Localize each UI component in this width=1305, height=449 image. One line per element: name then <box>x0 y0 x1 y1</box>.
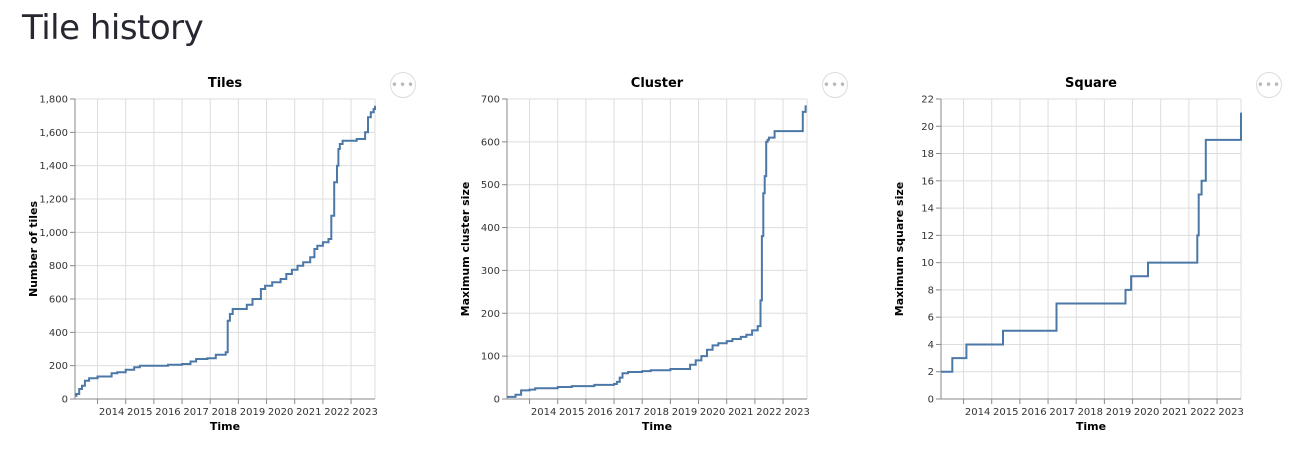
y-tick-label: 700 <box>481 95 500 106</box>
chart-title: Square <box>1065 76 1117 91</box>
y-tick-label: 16 <box>921 176 934 187</box>
chart-cluster-svg: 0 100 200 300 400 500 600 700 2014 2015 2016 2017 20… <box>459 76 810 433</box>
y-tick-label: 600 <box>481 137 500 148</box>
x-tick-label: 2014 <box>965 407 990 418</box>
y-tick-label: 22 <box>921 95 934 106</box>
x-tick-label: 2019 <box>1106 407 1131 418</box>
x-tick-label: 2022 <box>756 407 781 418</box>
x-tick-label: 2019 <box>672 407 697 418</box>
x-tick-label: 2020 <box>268 407 293 418</box>
x-tick-label: 2018 <box>1078 407 1103 418</box>
y-tick-label: 1,400 <box>39 161 68 172</box>
x-tick-label: 2023 <box>1218 407 1243 418</box>
y-tick-label: 12 <box>921 231 934 242</box>
x-tick-label: 2023 <box>784 407 809 418</box>
y-tick-label: 10 <box>921 258 934 269</box>
y-tick-label: 18 <box>921 149 934 160</box>
chart-square-menu-button[interactable]: ••• <box>1256 72 1282 98</box>
chart-title: Cluster <box>631 76 684 91</box>
chart-cluster: 0 100 200 300 400 500 600 700 2014 2015 2016 2017 20… <box>432 60 852 445</box>
x-tick-label: 2015 <box>127 407 152 418</box>
y-axis-title: Maximum cluster size <box>459 182 472 317</box>
x-tick-label: 2021 <box>728 407 753 418</box>
x-axis-title: Time <box>1076 420 1106 433</box>
series-line <box>75 105 376 397</box>
y-tick-label: 500 <box>481 180 500 191</box>
page-title: Tile history <box>22 8 204 48</box>
y-tick-label: 0 <box>62 395 68 406</box>
x-tick-label: 2018 <box>212 407 237 418</box>
ellipsis-icon: ••• <box>390 78 416 92</box>
y-tick-label: 6 <box>928 313 934 324</box>
x-tick-label: 2021 <box>1162 407 1187 418</box>
series-line <box>507 105 807 398</box>
x-tick-label: 2016 <box>587 407 612 418</box>
x-tick-label: 2020 <box>700 407 725 418</box>
chart-square: 0 2 4 6 8 10 12 14 16 18 20 22 2014 2015 2016 2017 2018 2… <box>866 60 1286 445</box>
y-tick-label: 400 <box>49 328 68 339</box>
x-tick-label: 2022 <box>1190 407 1215 418</box>
x-tick-label: 2014 <box>99 407 124 418</box>
y-tick-label: 8 <box>928 285 934 296</box>
x-tick-label: 2017 <box>615 407 640 418</box>
y-tick-label: 100 <box>481 352 500 363</box>
x-tick-label: 2022 <box>324 407 349 418</box>
x-tick-label: 2017 <box>1049 407 1074 418</box>
x-tick-label: 2018 <box>644 407 669 418</box>
y-tick-label: 1,600 <box>39 128 68 139</box>
x-tick-label: 2015 <box>559 407 584 418</box>
y-tick-label: 0 <box>928 395 934 406</box>
x-axis-title: Time <box>210 420 240 433</box>
chart-tiles-menu-button[interactable]: ••• <box>390 72 416 98</box>
y-tick-label: 14 <box>921 204 934 215</box>
y-tick-label: 200 <box>481 309 500 320</box>
chart-cluster-menu-button[interactable]: ••• <box>822 72 848 98</box>
y-tick-label: 20 <box>921 122 934 133</box>
y-tick-label: 400 <box>481 223 500 234</box>
y-tick-label: 800 <box>49 261 68 272</box>
y-tick-label: 200 <box>49 361 68 372</box>
x-tick-label: 2014 <box>531 407 556 418</box>
chart-title: Tiles <box>208 76 243 91</box>
y-tick-label: 1,200 <box>39 195 68 206</box>
x-tick-label: 2019 <box>240 407 265 418</box>
y-tick-label: 1,800 <box>39 95 68 106</box>
ellipsis-icon: ••• <box>1256 78 1282 92</box>
y-tick-label: 600 <box>49 295 68 306</box>
y-tick-label: 2 <box>928 367 934 378</box>
x-tick-label: 2016 <box>1021 407 1046 418</box>
x-tick-label: 2015 <box>993 407 1018 418</box>
y-axis-title: Number of tiles <box>27 201 40 298</box>
y-axis-title: Maximum square size <box>893 182 906 316</box>
x-axis-title: Time <box>642 420 672 433</box>
x-tick-label: 2023 <box>352 407 377 418</box>
x-tick-label: 2020 <box>1134 407 1159 418</box>
y-tick-label: 1,000 <box>39 228 68 239</box>
y-tick-label: 300 <box>481 266 500 277</box>
ellipsis-icon: ••• <box>822 78 848 92</box>
series-line <box>941 112 1242 373</box>
chart-tiles-svg: 0 200 400 600 800 1,000 1,200 1,400 1,600 1,800 20… <box>27 76 378 433</box>
x-tick-label: 2017 <box>183 407 208 418</box>
x-tick-label: 2021 <box>296 407 321 418</box>
y-tick-label: 0 <box>494 395 500 406</box>
x-tick-label: 2016 <box>155 407 180 418</box>
y-tick-label: 4 <box>928 340 934 351</box>
chart-tiles: 0 200 400 600 800 1,000 1,200 1,400 1,600 1,800 20… <box>0 60 420 445</box>
